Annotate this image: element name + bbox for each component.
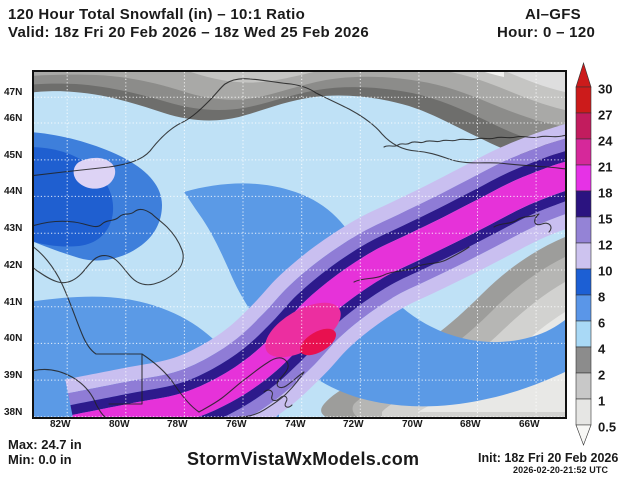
svg-text:8: 8 — [598, 290, 605, 305]
svg-text:18: 18 — [598, 186, 612, 201]
svg-text:1: 1 — [598, 394, 605, 409]
svg-text:0.5: 0.5 — [598, 420, 616, 435]
svg-text:12: 12 — [598, 238, 612, 253]
svg-text:2: 2 — [598, 368, 605, 383]
svg-text:10: 10 — [598, 264, 612, 279]
svg-text:4: 4 — [598, 342, 606, 357]
svg-text:21: 21 — [598, 160, 612, 175]
svg-text:15: 15 — [598, 212, 612, 227]
svg-text:27: 27 — [598, 108, 612, 123]
svg-text:24: 24 — [598, 134, 613, 149]
svg-text:6: 6 — [598, 316, 605, 331]
svg-text:30: 30 — [598, 82, 612, 97]
